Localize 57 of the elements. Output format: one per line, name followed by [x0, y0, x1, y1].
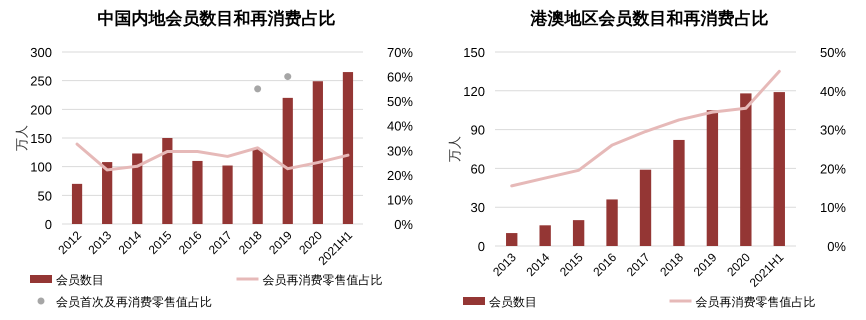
- y2-tick-label: 70%: [386, 45, 414, 60]
- bar: [774, 92, 785, 246]
- y2-tick-label: 10%: [386, 192, 414, 208]
- y-tick-label: 200: [30, 102, 52, 118]
- bar: [706, 110, 718, 246]
- bar: [102, 162, 112, 224]
- bar: [673, 140, 685, 246]
- bar: [222, 166, 233, 224]
- y2-tick-label: 50%: [386, 94, 414, 110]
- bar: [162, 138, 172, 224]
- y-tick-label: 60: [470, 161, 485, 176]
- y2-tick-label: 10%: [820, 200, 846, 216]
- bar: [572, 220, 584, 246]
- bar: [606, 199, 618, 246]
- bar: [72, 184, 82, 224]
- bar: [539, 225, 551, 246]
- y2-tick-label: 30%: [820, 122, 846, 138]
- y-tick-label: 250: [30, 74, 52, 89]
- y2-tick-label: 20%: [386, 168, 414, 183]
- y-tick-label: 30: [470, 200, 485, 216]
- chart-title: 中国内地会员数目和再消费占比: [98, 9, 336, 28]
- legend-label: 会员数目: [489, 295, 537, 309]
- y-tick-label: 0: [44, 217, 52, 232]
- line-series: [76, 142, 350, 172]
- y2-tick-label: 20%: [820, 161, 846, 176]
- y2-tick-label: 50%: [820, 45, 846, 60]
- chart-title: 港澳地区会员数目和再消费占比: [530, 9, 768, 28]
- line-series: [510, 70, 781, 188]
- legend-label: 会员首次及再消费零售值占比: [56, 295, 212, 309]
- bar: [740, 93, 752, 246]
- bar: [342, 72, 354, 224]
- y2-tick-label: 40%: [820, 84, 846, 99]
- y2-tick-label: 0%: [394, 217, 414, 232]
- legend-label: 会员数目: [56, 273, 104, 287]
- y-tick-label: 90: [470, 122, 485, 138]
- bar: [132, 153, 142, 224]
- y2-tick-label: 40%: [386, 118, 414, 134]
- y-tick-label: 150: [463, 45, 485, 60]
- bar: [252, 149, 263, 224]
- y-axis-title: 万人: [447, 136, 462, 162]
- y2-tick-label: 60%: [386, 70, 414, 85]
- y-tick-label: 100: [30, 160, 52, 175]
- y-tick-label: 0: [478, 239, 485, 254]
- bar: [192, 160, 203, 224]
- y-tick-label: 50: [38, 188, 52, 204]
- y2-tick-label: 0%: [827, 239, 846, 254]
- bar: [640, 170, 652, 246]
- y-axis-title: 万人: [14, 125, 29, 151]
- y-tick-label: 300: [30, 45, 52, 60]
- bar: [312, 81, 323, 224]
- bar: [282, 98, 293, 224]
- bar: [506, 233, 518, 246]
- y-tick-label: 150: [30, 131, 52, 146]
- y-tick-label: 120: [463, 84, 485, 99]
- y2-tick-label: 30%: [386, 143, 414, 158]
- legend-label: 会员再消费零售值占比: [262, 273, 382, 287]
- legend-label: 会员再消费零售值占比: [696, 295, 816, 309]
